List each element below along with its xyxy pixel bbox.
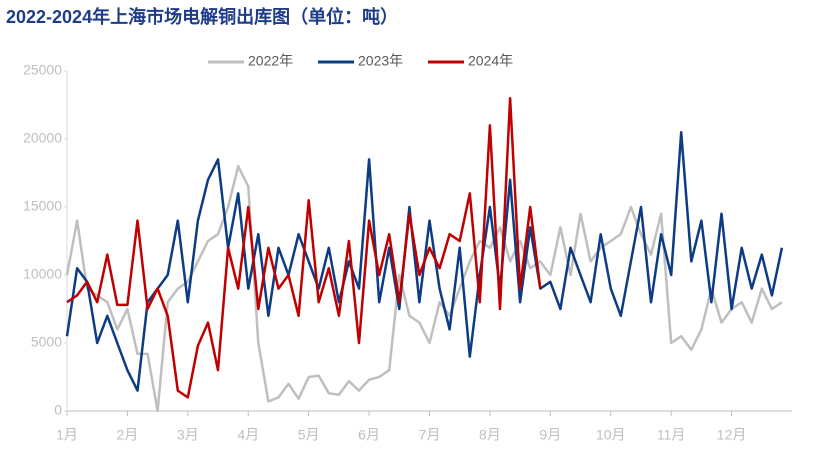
x-tick-label: 7月 [419,427,441,443]
x-tick-label: 10月 [596,427,626,443]
x-tick-label: 5月 [298,427,320,443]
x-tick-label: 6月 [358,427,380,443]
x-tick-label: 8月 [479,427,501,443]
x-tick-label: 4月 [237,427,259,443]
x-tick-label: 12月 [717,427,747,443]
y-tick-label: 25000 [23,62,62,78]
y-tick-label: 15000 [23,198,62,214]
x-tick-label: 11月 [657,427,686,443]
legend-label: 2022年 [248,53,293,69]
x-tick-label: 3月 [177,427,199,443]
x-tick-label: 1月 [56,427,78,443]
x-tick-label: 9月 [539,427,561,443]
y-tick-label: 10000 [23,266,62,282]
legend-label: 2023年 [358,53,403,69]
chart-title: 2022-2024年上海市场电解铜出库图（单位：吨） [6,6,398,27]
y-tick-label: 5000 [31,334,62,350]
series-line [65,164,783,413]
y-tick-label: 20000 [23,130,62,146]
series-line [66,96,542,399]
legend-label: 2024年 [468,53,513,69]
y-tick-label: 0 [54,402,62,418]
x-tick-label: 2月 [117,427,139,443]
